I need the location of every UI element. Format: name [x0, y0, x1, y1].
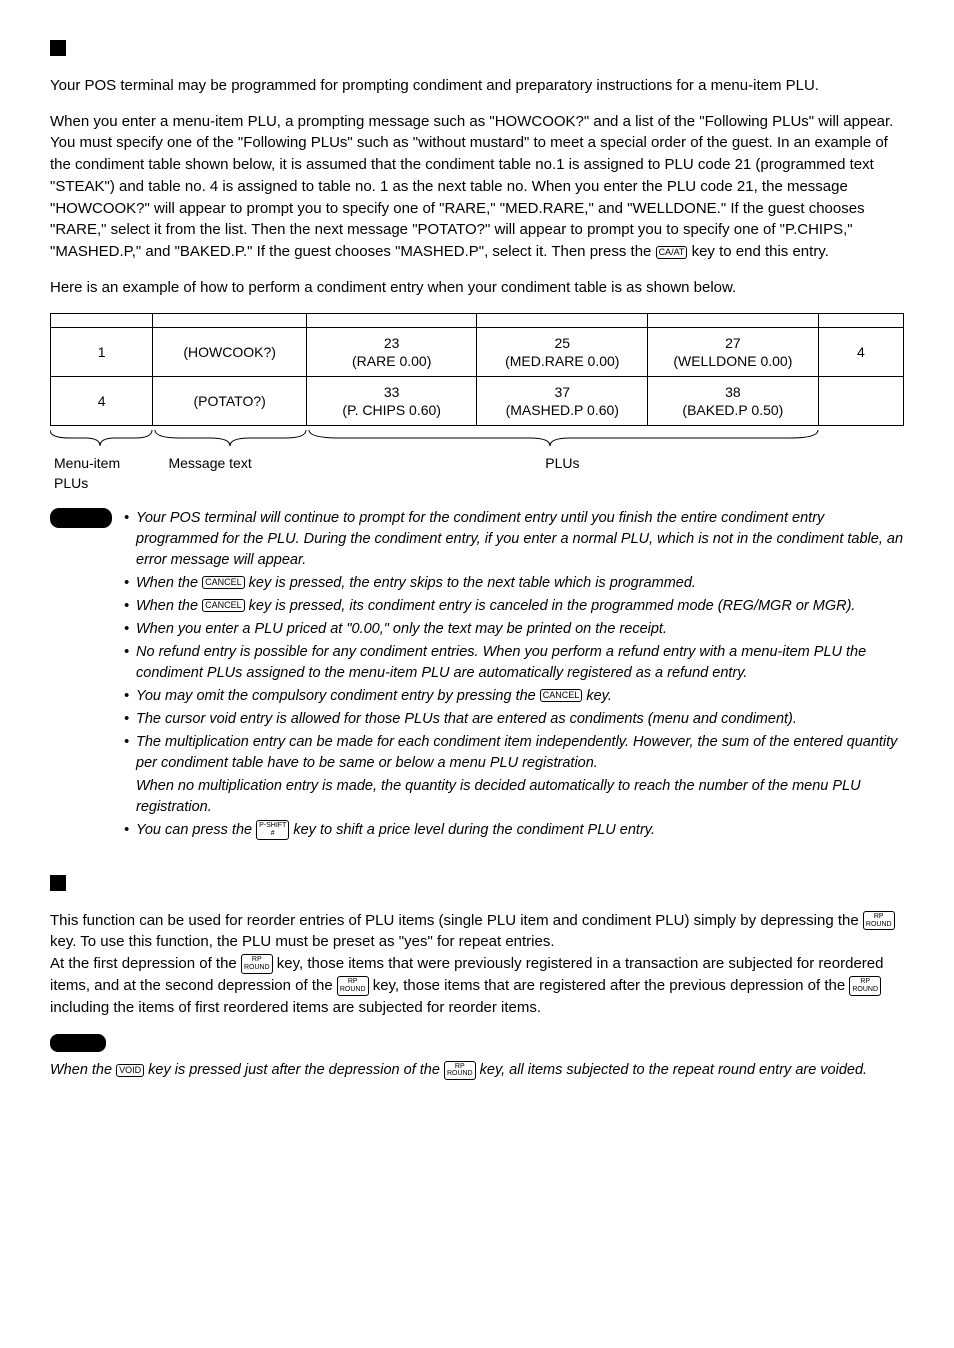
cell-plu: 23(RARE 0.00) — [306, 327, 477, 376]
cancel-key-icon: CANCEL — [202, 599, 245, 612]
body-paragraph: When you enter a menu-item PLU, a prompt… — [50, 111, 904, 263]
note-item: You may omit the compulsory condiment en… — [124, 686, 904, 707]
pshift-key-icon: P-SHIFT# — [256, 820, 289, 839]
cell-plu: 38(BAKED.P 0.50) — [648, 376, 819, 425]
brace-indicators — [50, 430, 904, 446]
section2-note: When the VOID key is pressed just after … — [50, 1060, 904, 1081]
cell-plu: 27(WELLDONE 0.00) — [648, 327, 819, 376]
cell-plu: 33(P. CHIPS 0.60) — [306, 376, 477, 425]
note-item: When the CANCEL key is pressed, the entr… — [124, 573, 904, 594]
section-marker — [50, 875, 66, 891]
body-text-a: When you enter a menu-item PLU, a prompt… — [50, 113, 893, 261]
cell-menuitem: 4 — [51, 376, 153, 425]
note-item: When you enter a PLU priced at "0.00," o… — [124, 619, 904, 640]
section-marker — [50, 40, 66, 56]
label-menuitem: Menu-item PLUs — [50, 453, 152, 494]
section2-note-badge-row — [50, 1032, 904, 1054]
note-item: No refund entry is possible for any cond… — [124, 642, 904, 684]
cancel-key-icon: CANCEL — [540, 689, 583, 702]
note-block: Your POS terminal will continue to promp… — [50, 508, 904, 843]
table-row: 1 (HOWCOOK?) 23(RARE 0.00) 25(MED.RARE 0… — [51, 327, 904, 376]
section2-para2: At the first depression of the RPROUND k… — [50, 953, 904, 1018]
cell-next — [818, 376, 903, 425]
cell-message: (HOWCOOK?) — [153, 327, 307, 376]
cell-next: 4 — [818, 327, 903, 376]
cancel-key-icon: CANCEL — [202, 576, 245, 589]
rp-round-key-icon: RPROUND — [444, 1061, 476, 1080]
table-row: 4 (POTATO?) 33(P. CHIPS 0.60) 37(MASHED.… — [51, 376, 904, 425]
example-lead: Here is an example of how to perform a c… — [50, 277, 904, 299]
note-item: When the CANCEL key is pressed, its cond… — [124, 596, 904, 617]
body-text-b: key to end this entry. — [687, 243, 828, 260]
rp-round-key-icon: RPROUND — [849, 976, 881, 995]
cell-plu: 37(MASHED.P 0.60) — [477, 376, 648, 425]
note-item: The cursor void entry is allowed for tho… — [124, 709, 904, 730]
note-badge — [50, 508, 112, 528]
label-plus: PLUs — [306, 453, 818, 494]
rp-round-key-icon: RPROUND — [863, 911, 895, 930]
table-labels: Menu-item PLUs Message text PLUs — [50, 453, 904, 494]
note-item: You can press the P-SHIFT# key to shift … — [124, 820, 904, 841]
cell-plu: 25(MED.RARE 0.00) — [477, 327, 648, 376]
rp-round-key-icon: RPROUND — [241, 954, 273, 973]
section2-para1: This function can be used for reorder en… — [50, 910, 904, 954]
label-message: Message text — [152, 453, 306, 494]
intro-paragraph: Your POS terminal may be programmed for … — [50, 75, 904, 97]
condiment-table: 1 (HOWCOOK?) 23(RARE 0.00) 25(MED.RARE 0… — [50, 313, 904, 427]
note-item-followon: When no multiplication entry is made, th… — [124, 776, 904, 818]
cell-menuitem: 1 — [51, 327, 153, 376]
void-key-icon: VOID — [116, 1064, 144, 1077]
caat-key-icon: CA/AT — [656, 246, 688, 259]
note-item: Your POS terminal will continue to promp… — [124, 508, 904, 571]
note-list: Your POS terminal will continue to promp… — [124, 508, 904, 843]
cell-message: (POTATO?) — [153, 376, 307, 425]
note-item: The multiplication entry can be made for… — [124, 732, 904, 774]
rp-round-key-icon: RPROUND — [337, 976, 369, 995]
note-badge — [50, 1034, 106, 1052]
